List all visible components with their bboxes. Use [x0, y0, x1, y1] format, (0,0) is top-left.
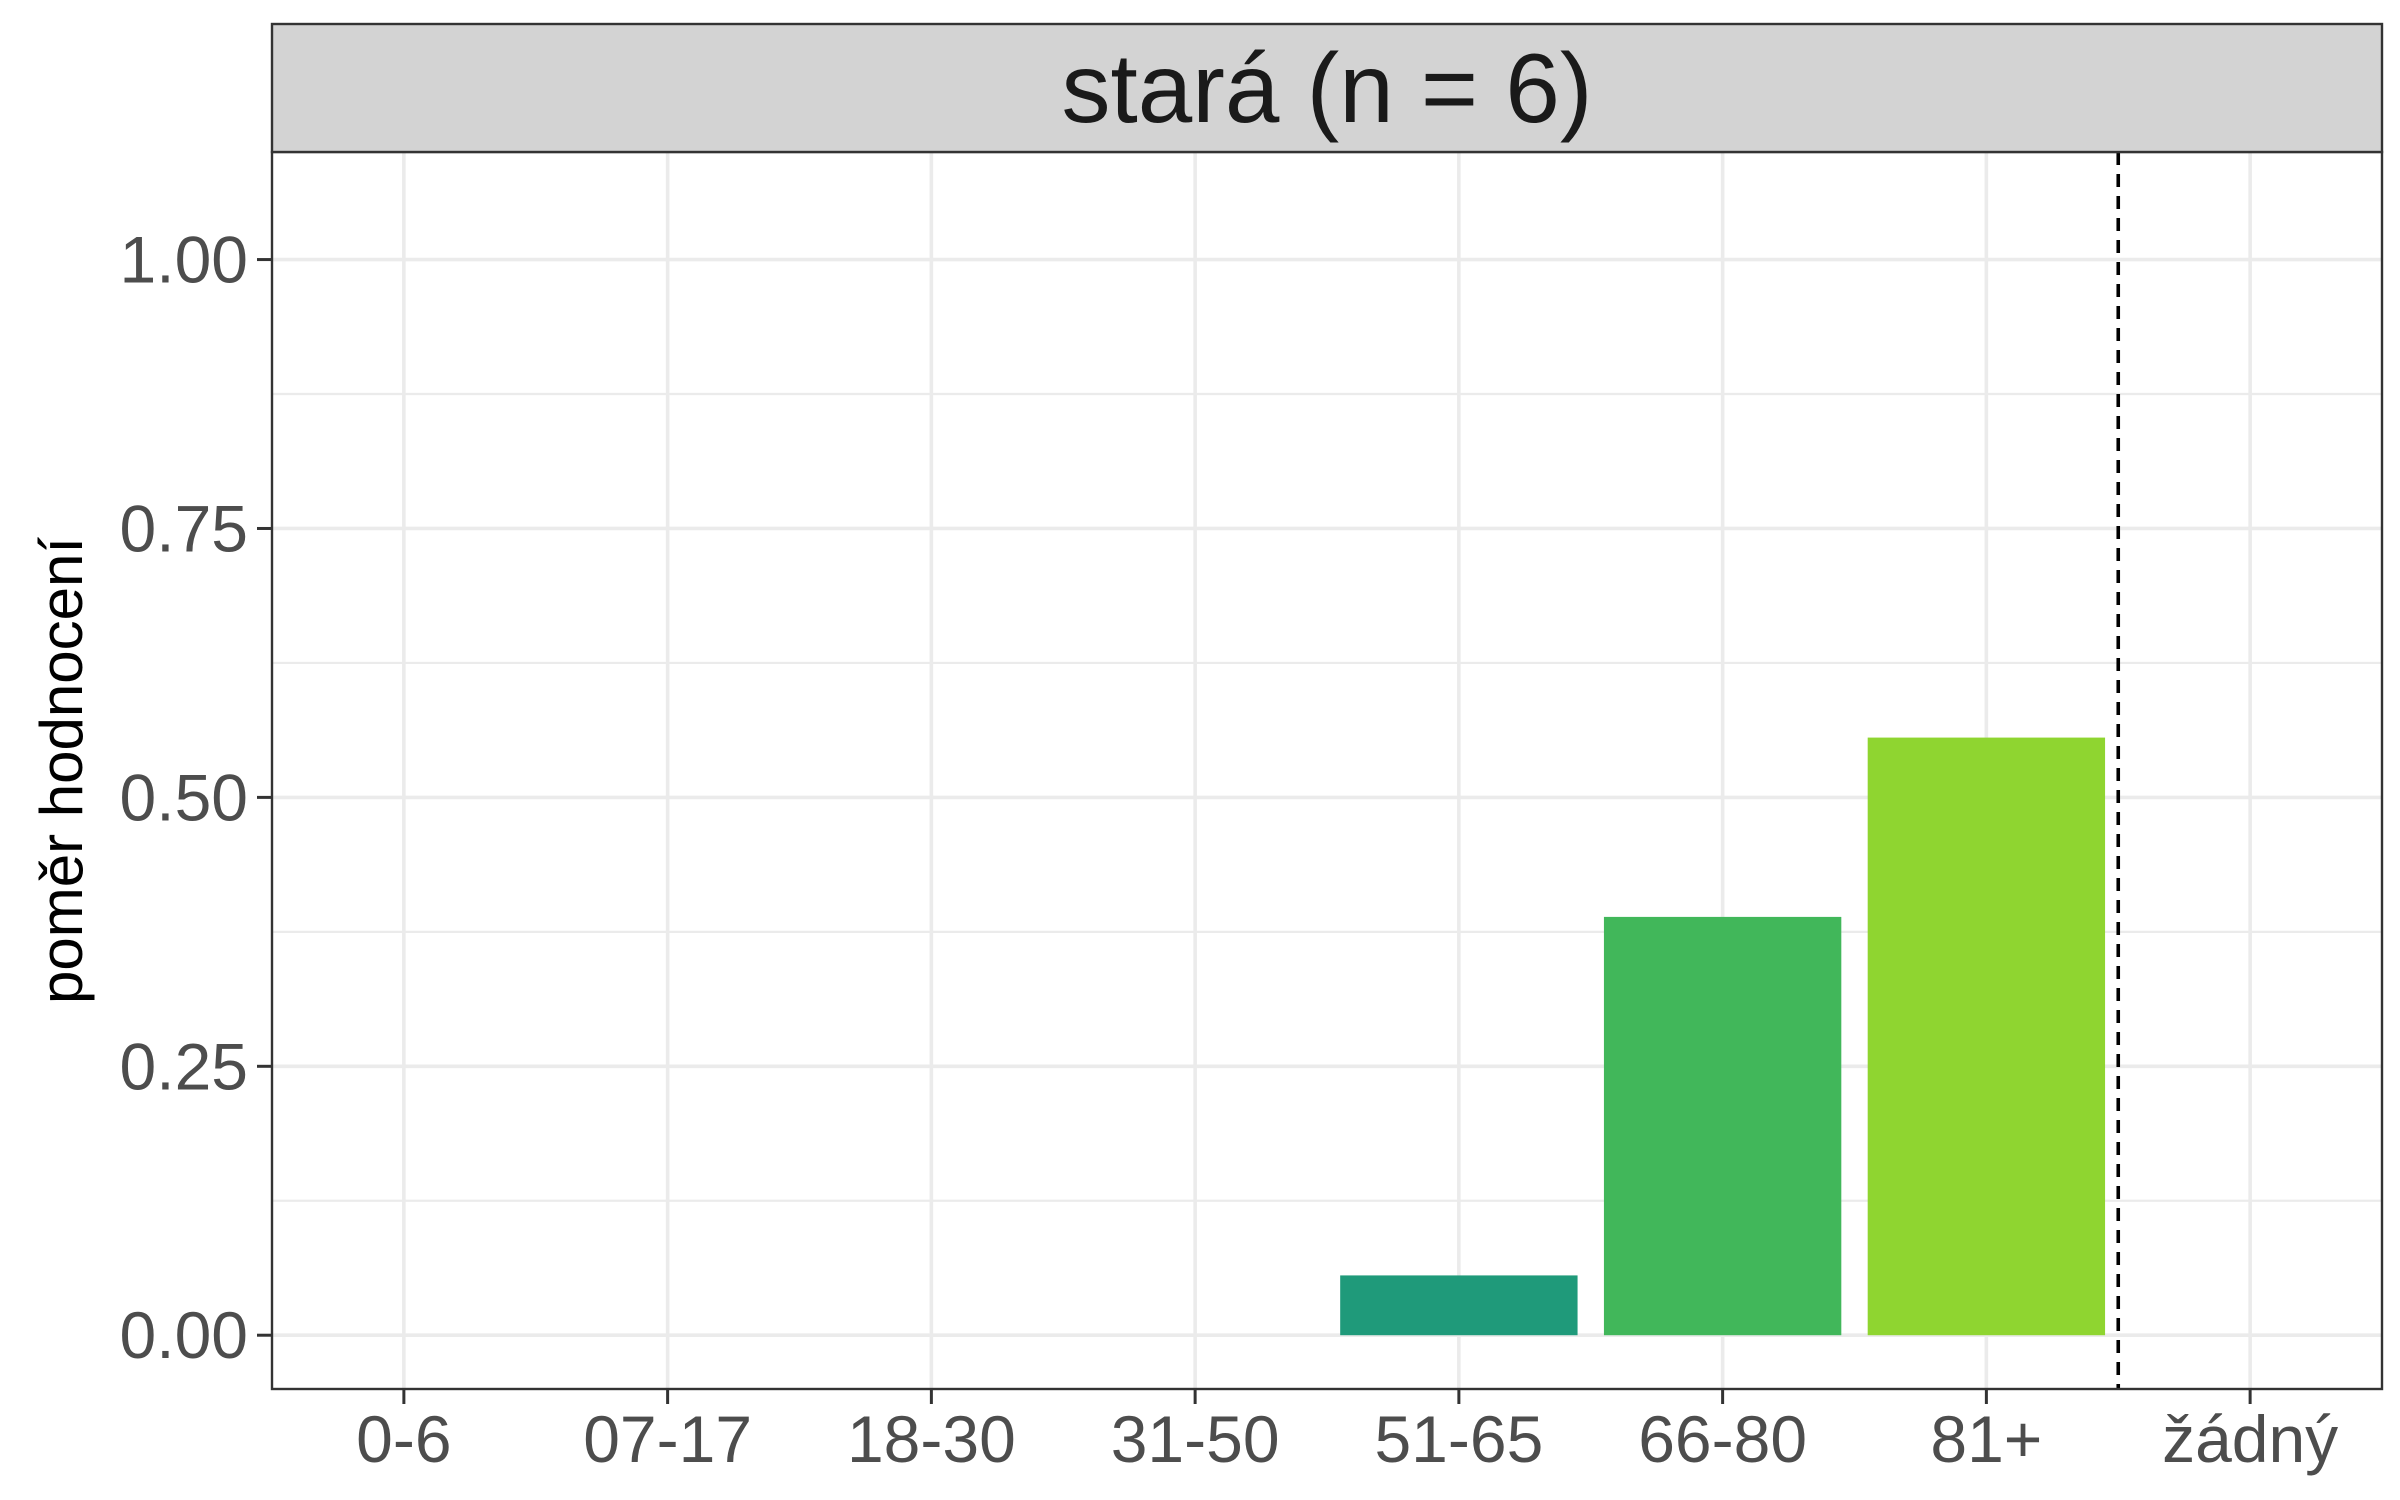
y-axis-title: poměr hodnocení: [28, 537, 95, 1004]
x-tick-label: 07-17: [583, 1402, 752, 1476]
x-tick-label: žádný: [2162, 1402, 2338, 1476]
bar-81+: [1867, 737, 2106, 1336]
facet-strip-background: [270, 22, 2384, 154]
x-tick-label: 51-65: [1374, 1402, 1543, 1476]
facet-title: stará (n = 6): [1061, 33, 1592, 143]
x-tick-label: 81+: [1930, 1402, 2042, 1476]
x-tick-label: 66-80: [1638, 1402, 1807, 1476]
x-tick-label: 31-50: [1111, 1402, 1280, 1476]
axes: 0.00 0.25 0.50 0.75 1.00 0-6 07-17 18-30 31-50 51…: [120, 223, 2339, 1476]
y-tick-label: 0.25: [120, 1029, 248, 1103]
y-tick-label: 0.50: [120, 760, 248, 834]
y-tick-label: 1.00: [120, 223, 248, 297]
x-tick-label: 18-30: [847, 1402, 1016, 1476]
x-tick-label: 0-6: [356, 1402, 451, 1476]
facet-strip: stará (n = 6): [270, 22, 2384, 154]
y-tick-label: 0.75: [120, 491, 248, 565]
bar-66-80: [1603, 916, 1842, 1336]
y-tick-label: 0.00: [120, 1298, 248, 1372]
bar-51-65: [1340, 1275, 1578, 1336]
bars: [1340, 737, 2106, 1336]
